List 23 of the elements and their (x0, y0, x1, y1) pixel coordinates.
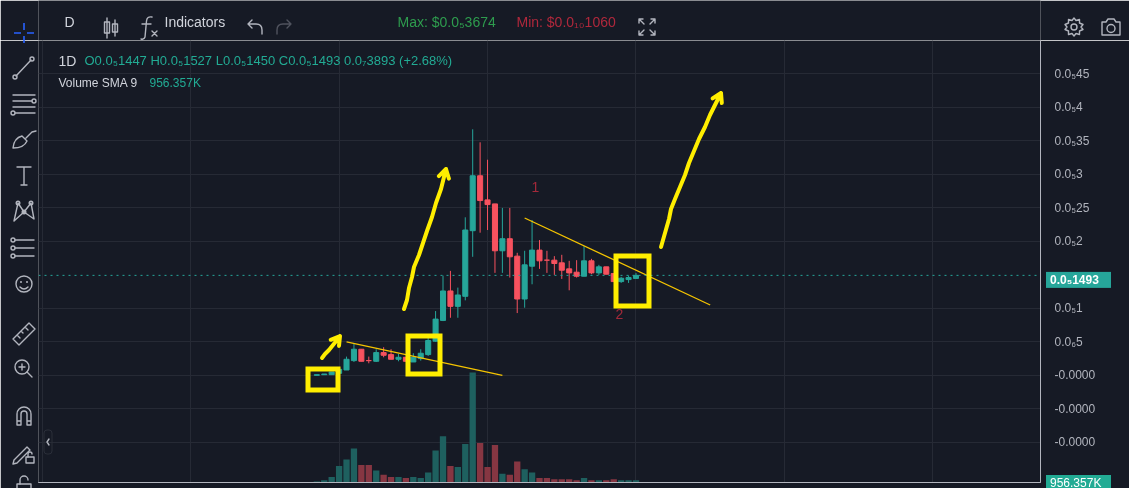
y-tick-label: -0.0000 (1054, 401, 1096, 416)
annotation: 956.357K (149, 75, 201, 90)
y-tick-label: 0.0₅1 (1054, 301, 1084, 316)
y-tick-label: -0.0000 (1054, 435, 1096, 450)
y-tick-label: 0.0₅25 (1054, 200, 1090, 215)
y-tick-label: 0.0₅35 (1054, 133, 1090, 148)
text: 1D (58, 52, 77, 69)
chart-title: Volume SMA 9 (58, 75, 138, 90)
text: D (64, 13, 75, 30)
y-tick-label: -0.0000 (1054, 368, 1096, 383)
y-tick-label: 0.0₅4 (1054, 100, 1084, 115)
text: 956.357K (1050, 476, 1102, 488)
y-tick-label: 0.0₅2 (1054, 234, 1084, 249)
text: O0.0₅1447 H0.0₅1527 L0.0₅1450 C0.0₅1493 0.0₇3893 (+2.68%) (84, 53, 453, 68)
text: Max: $0.0₅3674 (397, 13, 496, 30)
y-tick-label: 0.0₅3 (1054, 167, 1084, 182)
annotation: 1 (531, 178, 540, 195)
text: Min: $0.0₁₀1060 (516, 13, 616, 30)
annotation: 2 (615, 305, 624, 322)
text: Indicators (164, 13, 226, 30)
y-tick-label: 0.0₆5 (1054, 334, 1084, 349)
y-tick-label: 0.0₅45 (1054, 66, 1090, 81)
ref-line-label: 0.0₅1493 (1050, 272, 1100, 287)
